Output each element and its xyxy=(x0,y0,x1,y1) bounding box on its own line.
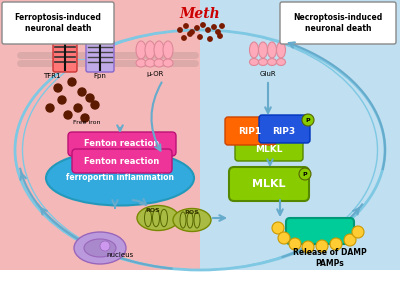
Circle shape xyxy=(74,104,82,112)
Ellipse shape xyxy=(137,205,179,230)
Ellipse shape xyxy=(145,59,155,67)
Ellipse shape xyxy=(276,59,286,65)
Text: nucleus: nucleus xyxy=(106,252,134,258)
Ellipse shape xyxy=(154,41,164,59)
Text: Fenton reaction: Fenton reaction xyxy=(84,156,160,166)
Circle shape xyxy=(216,30,220,34)
Ellipse shape xyxy=(84,239,116,257)
Circle shape xyxy=(218,34,222,38)
Text: Meth: Meth xyxy=(180,7,220,21)
FancyBboxPatch shape xyxy=(235,137,303,161)
Ellipse shape xyxy=(145,41,155,59)
Text: ROS: ROS xyxy=(146,207,160,213)
Circle shape xyxy=(91,101,99,109)
Text: Free iron: Free iron xyxy=(73,119,101,125)
Text: Fpn: Fpn xyxy=(94,73,106,79)
Circle shape xyxy=(220,24,224,28)
Ellipse shape xyxy=(136,59,146,67)
Ellipse shape xyxy=(173,209,211,231)
Circle shape xyxy=(344,234,356,246)
Circle shape xyxy=(272,222,284,234)
Circle shape xyxy=(86,94,94,102)
Ellipse shape xyxy=(276,42,286,58)
Circle shape xyxy=(201,23,205,27)
Bar xyxy=(0,0,200,283)
Text: TFR1: TFR1 xyxy=(43,73,61,79)
Ellipse shape xyxy=(46,151,194,205)
Text: RIP3: RIP3 xyxy=(272,127,296,136)
Circle shape xyxy=(46,104,54,112)
Text: Necroptosis-induced
neuronal death: Necroptosis-induced neuronal death xyxy=(293,13,383,33)
Text: RIP1: RIP1 xyxy=(238,127,262,136)
Circle shape xyxy=(198,35,202,39)
Circle shape xyxy=(64,111,72,119)
Circle shape xyxy=(78,88,86,96)
Text: GluR: GluR xyxy=(260,71,276,77)
Circle shape xyxy=(58,96,66,104)
Circle shape xyxy=(54,84,62,92)
Circle shape xyxy=(278,232,290,244)
Text: Fe2+: Fe2+ xyxy=(80,40,96,44)
Circle shape xyxy=(184,24,188,28)
Circle shape xyxy=(212,25,216,29)
Text: ROS: ROS xyxy=(185,209,199,215)
Circle shape xyxy=(289,238,301,250)
Circle shape xyxy=(330,238,342,250)
Text: MLKL: MLKL xyxy=(255,145,283,153)
Text: Ferroptosis-induced
neuronal death: Ferroptosis-induced neuronal death xyxy=(14,13,102,33)
Circle shape xyxy=(352,226,364,238)
FancyBboxPatch shape xyxy=(259,115,310,143)
FancyBboxPatch shape xyxy=(53,40,77,72)
Ellipse shape xyxy=(154,59,164,67)
Circle shape xyxy=(100,241,110,251)
Circle shape xyxy=(316,240,328,252)
FancyBboxPatch shape xyxy=(86,40,114,72)
Bar xyxy=(200,0,400,283)
Text: MLKL: MLKL xyxy=(252,179,286,189)
Ellipse shape xyxy=(268,59,276,65)
Bar xyxy=(0,270,400,283)
Circle shape xyxy=(302,114,314,126)
Circle shape xyxy=(81,114,89,122)
Circle shape xyxy=(188,32,192,36)
FancyBboxPatch shape xyxy=(286,218,354,244)
Circle shape xyxy=(208,37,212,41)
FancyBboxPatch shape xyxy=(68,132,176,156)
Ellipse shape xyxy=(163,41,173,59)
Circle shape xyxy=(182,36,186,40)
Ellipse shape xyxy=(258,42,268,58)
FancyBboxPatch shape xyxy=(2,2,114,44)
Ellipse shape xyxy=(250,42,258,58)
Ellipse shape xyxy=(74,232,126,264)
Ellipse shape xyxy=(136,41,146,59)
Text: Release of DAMP
PAMPs: Release of DAMP PAMPs xyxy=(293,248,367,268)
FancyBboxPatch shape xyxy=(225,117,276,145)
Text: P: P xyxy=(303,171,307,177)
Circle shape xyxy=(195,26,199,30)
Text: COX2      p-ERK1/2
ferroportin inflammation: COX2 p-ERK1/2 ferroportin inflammation xyxy=(66,162,174,182)
FancyBboxPatch shape xyxy=(280,2,396,44)
Ellipse shape xyxy=(163,59,173,67)
Circle shape xyxy=(68,78,76,86)
Circle shape xyxy=(190,30,194,34)
FancyBboxPatch shape xyxy=(72,149,172,173)
Circle shape xyxy=(206,28,210,32)
Circle shape xyxy=(299,168,311,180)
Circle shape xyxy=(178,28,182,32)
Circle shape xyxy=(302,241,314,253)
Ellipse shape xyxy=(250,59,258,65)
FancyBboxPatch shape xyxy=(229,167,309,201)
Text: P: P xyxy=(306,117,310,123)
Ellipse shape xyxy=(258,59,268,65)
Text: Fenton reaction: Fenton reaction xyxy=(84,140,160,149)
Text: μ-OR: μ-OR xyxy=(146,71,164,77)
Ellipse shape xyxy=(268,42,276,58)
